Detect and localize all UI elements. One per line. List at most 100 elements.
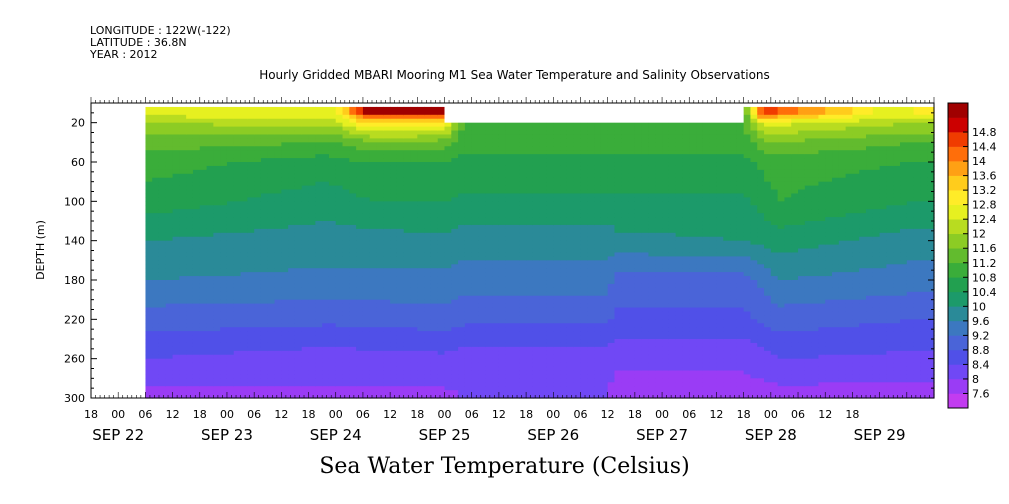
heatmap-cell	[478, 264, 486, 269]
heatmap-cell	[199, 307, 208, 313]
heatmap-cell	[220, 205, 228, 210]
heatmap-cell	[424, 283, 432, 289]
heatmap-cell	[485, 327, 493, 332]
heatmap-cell	[281, 276, 289, 281]
heatmap-cell	[403, 303, 412, 309]
heatmap-cell	[165, 185, 174, 191]
heatmap-cell	[403, 280, 412, 285]
heatmap-cell	[308, 283, 316, 289]
heatmap-cell	[526, 268, 534, 273]
heatmap-cell	[213, 197, 221, 202]
heatmap-cell	[220, 110, 228, 116]
heatmap-cell	[152, 217, 160, 222]
heatmap-cell	[498, 346, 507, 352]
heatmap-cell	[247, 217, 255, 222]
heatmap-cell	[532, 374, 541, 379]
heatmap-cell	[485, 122, 493, 128]
heatmap-cell	[587, 165, 595, 171]
heatmap-cell	[342, 295, 350, 301]
heatmap-cell	[444, 362, 452, 368]
heatmap-cell	[424, 252, 432, 257]
heatmap-cell	[179, 126, 187, 132]
heatmap-cell	[206, 319, 214, 324]
heatmap-cell	[587, 142, 595, 147]
heatmap-cell	[532, 162, 541, 167]
heatmap-cell	[172, 201, 180, 206]
heatmap-cell	[335, 346, 344, 352]
heatmap-cell	[288, 291, 296, 297]
heatmap-cell	[505, 189, 514, 195]
heatmap-cell	[206, 354, 214, 360]
heatmap-cell	[362, 291, 371, 297]
heatmap-cell	[444, 280, 452, 285]
heatmap-cell	[546, 307, 554, 313]
heatmap-cell	[247, 276, 255, 281]
heatmap-cell	[152, 272, 160, 277]
heatmap-cell	[233, 260, 242, 265]
heatmap-cell	[519, 146, 527, 151]
heatmap-cell	[369, 213, 378, 218]
heatmap-cell	[580, 339, 588, 344]
heatmap-cell	[281, 291, 289, 297]
heatmap-cell	[512, 315, 520, 320]
heatmap-cell	[587, 350, 595, 356]
heatmap-cell	[396, 158, 405, 163]
heatmap-cell	[213, 307, 221, 313]
heatmap-cell	[226, 280, 235, 285]
heatmap-cell	[362, 311, 371, 316]
heatmap-cell	[158, 276, 167, 281]
heatmap-cell	[152, 327, 160, 332]
heatmap-cell	[274, 201, 282, 206]
heatmap-cell	[294, 291, 303, 297]
heatmap-cell	[573, 382, 582, 387]
heatmap-cell	[260, 185, 269, 191]
heatmap-cell	[519, 386, 527, 391]
heatmap-cell	[437, 169, 446, 175]
heatmap-cell	[485, 370, 493, 375]
heatmap-cell	[546, 240, 554, 246]
heatmap-cell	[485, 177, 493, 183]
heatmap-cell	[403, 158, 412, 163]
heatmap-cell	[430, 370, 439, 375]
heatmap-cell	[342, 331, 350, 336]
heatmap-cell	[247, 126, 255, 132]
heatmap-cell	[532, 217, 541, 222]
heatmap-cell	[498, 256, 507, 261]
heatmap-cell	[587, 362, 595, 368]
heatmap-cell	[444, 295, 452, 301]
heatmap-cell	[281, 252, 289, 257]
heatmap-cell	[505, 287, 514, 293]
heatmap-cell	[451, 221, 459, 226]
heatmap-cell	[594, 366, 602, 372]
heatmap-cell	[233, 327, 242, 332]
heatmap-cell	[580, 311, 588, 316]
heatmap-cell	[179, 272, 187, 277]
heatmap-cell	[458, 335, 466, 340]
heatmap-cell	[206, 236, 214, 242]
heatmap-cell	[322, 189, 330, 195]
heatmap-cell	[240, 339, 248, 344]
heatmap-cell	[145, 362, 153, 368]
heatmap-cell	[464, 295, 473, 301]
heatmap-cell	[471, 291, 480, 297]
heatmap-cell	[288, 272, 296, 277]
heatmap-cell	[267, 201, 276, 206]
heatmap-cell	[532, 358, 541, 364]
heatmap-cell	[512, 378, 520, 383]
heatmap-cell	[594, 307, 602, 313]
heatmap-cell	[526, 165, 534, 171]
heatmap-cell	[594, 228, 602, 234]
heatmap-cell	[152, 378, 160, 383]
heatmap-cell	[179, 319, 187, 324]
heatmap-cell	[553, 268, 561, 273]
heatmap-cell	[206, 287, 214, 293]
heatmap-cell	[206, 221, 214, 226]
heatmap-cell	[410, 299, 418, 305]
heatmap-cell	[458, 126, 466, 132]
heatmap-cell	[145, 224, 153, 230]
heatmap-cell	[403, 169, 412, 175]
heatmap-cell	[580, 264, 588, 269]
heatmap-cell	[308, 224, 316, 230]
heatmap-cell	[308, 228, 316, 234]
heatmap-cell	[152, 110, 160, 116]
